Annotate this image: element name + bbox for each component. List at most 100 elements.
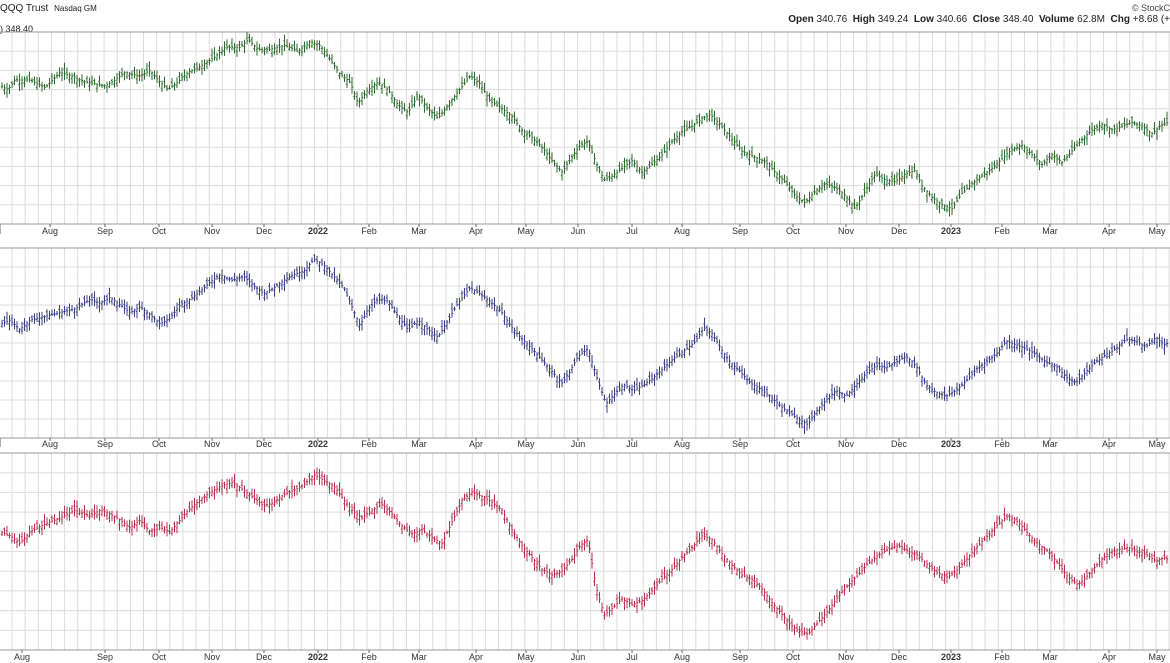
ohlc-bar (500, 302, 504, 315)
ohlc-bar (725, 557, 729, 563)
ohlc-bar (828, 605, 831, 615)
ohlc-bar (635, 160, 639, 173)
ohlc-bar (1068, 572, 1071, 585)
ohlc-bar (768, 595, 771, 609)
x-tick-label: Sep (97, 439, 113, 449)
ohlc-bar (15, 321, 19, 333)
ohlc-bar (425, 532, 429, 538)
ohlc-bar (520, 540, 524, 553)
ohlc-bar (1078, 138, 1081, 147)
x-tick-label: Feb (994, 652, 1010, 662)
ohlc-bar (118, 298, 121, 308)
ohlc-bar (760, 385, 764, 397)
ohlc-bar (973, 545, 976, 558)
ohlc-bar (830, 182, 834, 194)
low-value: 340.66 (936, 14, 968, 25)
ohlc-bar (278, 38, 281, 54)
ohlc-bar (398, 521, 401, 528)
ohlc-bar (1125, 543, 1129, 553)
ohlc-bar (755, 382, 759, 395)
ohlc-bar (388, 300, 391, 312)
ohlc-bar (123, 299, 126, 314)
ohlc-bar (545, 363, 549, 372)
ohlc-bar (355, 91, 359, 107)
ohlc-bar (98, 296, 101, 313)
x-tick-label: Apr (469, 439, 483, 449)
ohlc-bar (60, 511, 64, 525)
ohlc-bar (990, 527, 994, 538)
ohlc-bar (133, 66, 136, 79)
ohlc-bar (765, 156, 769, 171)
ohlc-bar (8, 84, 11, 95)
brand-label: © StockC (1131, 3, 1170, 13)
ohlc-bar (1118, 120, 1121, 132)
ohlc-bar (433, 536, 436, 543)
ohlc-bar (1030, 535, 1034, 544)
ohlc-bar (493, 297, 496, 312)
ohlc-bar (965, 552, 969, 567)
ohlc-bar (350, 298, 354, 311)
ohlc-bar (683, 120, 686, 137)
ohlc-bar (208, 277, 211, 287)
ohlc-bar (163, 76, 166, 89)
ohlc-bar (950, 570, 954, 577)
ohlc-bar (410, 530, 414, 538)
ohlc-bar (70, 505, 74, 515)
ohlc-bar (665, 358, 669, 372)
ohlc-bar (1105, 347, 1109, 359)
ohlc-bar (930, 382, 934, 394)
ohlc-bar (748, 150, 751, 166)
ohlc-bar (863, 182, 866, 197)
ohlc-bar (513, 111, 516, 124)
ohlc-bar (345, 288, 349, 297)
ohlc-bar (975, 174, 979, 186)
ohlc-bar (905, 170, 909, 179)
ohlc-bar (358, 97, 361, 108)
ohlc-bar (935, 391, 939, 400)
ohlc-bar (348, 295, 351, 305)
ohlc-bar (60, 67, 64, 82)
ohlc-bar (573, 548, 576, 564)
x-tick-label: Jun (571, 652, 586, 662)
ohlc-bar (75, 304, 79, 317)
x-tick-label: Sep (732, 652, 748, 662)
ohlc-bar (633, 381, 636, 394)
ohlc-bar (510, 113, 514, 124)
ohlc-bar (568, 558, 571, 565)
ohlc-bar (83, 295, 86, 307)
ohlc-bar (528, 339, 531, 356)
ohlc-bar (1118, 341, 1121, 356)
ohlc-bar (563, 372, 566, 384)
x-tick-label: May (1148, 226, 1166, 236)
ohlc-bar (863, 371, 866, 383)
ohlc-bar (423, 325, 426, 336)
ohlc-bar (35, 312, 39, 322)
ohlc-bar (660, 569, 664, 583)
ohlc-bar (728, 355, 731, 369)
ohlc-bar (845, 584, 849, 589)
ohlc-bar (380, 497, 384, 509)
ohlc-bar (333, 482, 336, 495)
ohlc-bar (668, 356, 671, 369)
ohlc-bar (735, 361, 739, 372)
ohlc-bar (460, 497, 464, 511)
ohlc-bar (200, 59, 204, 75)
ohlc-bar (843, 393, 846, 403)
ohlc-bar (510, 523, 514, 537)
ohlc-bar (970, 543, 974, 558)
ohlc-bar (568, 369, 571, 381)
ohlc-bar (183, 300, 186, 313)
ohlc-bar (1125, 328, 1129, 342)
ohlc-bar (808, 415, 811, 429)
ohlc-bar (195, 289, 199, 301)
chg-value: +8.68 (+ (1132, 14, 1170, 25)
ohlc-bar (838, 591, 841, 603)
ohlc-bar (203, 494, 206, 504)
ohlc-bar (1110, 342, 1114, 356)
ohlc-bar (110, 297, 114, 305)
ohlc-bar (318, 468, 321, 485)
ohlc-bar (1128, 119, 1131, 125)
ohlc-bar (570, 555, 574, 563)
ohlc-bar (258, 286, 261, 301)
ohlc-bar (1120, 545, 1124, 555)
